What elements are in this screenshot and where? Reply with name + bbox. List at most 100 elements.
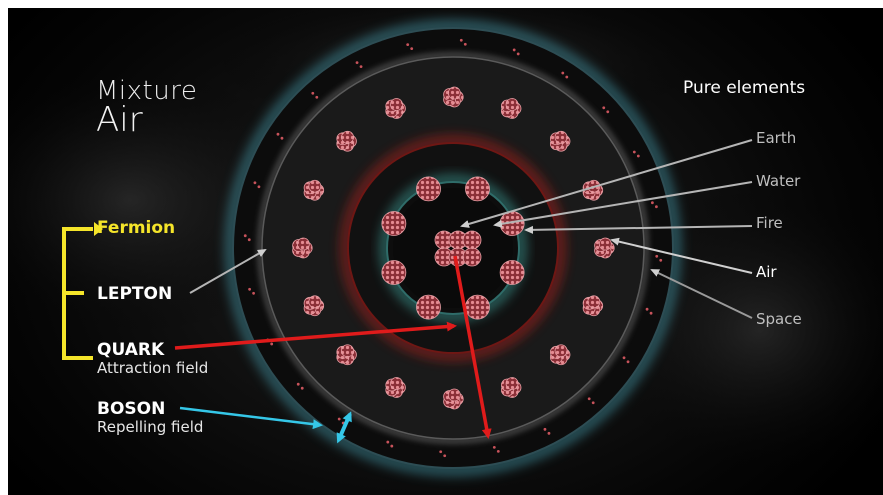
label-boson: BOSON <box>97 399 166 419</box>
atom-cluster <box>385 98 406 119</box>
title-air: Air <box>96 100 143 140</box>
space-particle <box>645 307 649 311</box>
space-particle <box>587 397 591 401</box>
space-particle <box>252 291 256 295</box>
atom-clusters <box>292 86 615 410</box>
frame-left-edge <box>0 0 8 495</box>
atom-cluster <box>292 237 313 259</box>
space-particle <box>459 38 463 42</box>
atom-cluster <box>443 86 464 108</box>
space-particle <box>311 91 315 95</box>
space-particle <box>632 150 636 154</box>
water-arrow <box>493 181 753 228</box>
space-particle <box>248 287 252 291</box>
fire-arrow <box>524 225 753 234</box>
space-particle <box>406 43 410 47</box>
frame-top-edge <box>0 0 883 8</box>
label-repelling-field: Repelling field <box>97 418 204 436</box>
space-particle <box>516 52 520 56</box>
space-particle <box>390 444 394 448</box>
atom-cluster <box>303 295 325 317</box>
space-particle <box>622 356 626 360</box>
space-particle <box>492 445 496 449</box>
space-particle <box>659 258 663 262</box>
atom-cluster <box>594 237 615 259</box>
atom-cluster <box>500 98 522 119</box>
space-particle <box>243 234 247 238</box>
space-ring-glow <box>226 21 680 475</box>
atom-cluster <box>549 344 571 366</box>
space-particle <box>439 450 443 454</box>
space-particle <box>359 65 363 69</box>
space-particle <box>257 185 261 189</box>
pure-elements-heading: Pure elements <box>683 78 806 98</box>
label-fermion: Fermion <box>97 218 176 238</box>
space-particle <box>355 61 359 65</box>
space-particle <box>496 449 500 453</box>
repelling-field-arrow <box>336 411 352 444</box>
atom-cluster <box>416 176 441 202</box>
space-particle <box>253 181 257 185</box>
fermion-bracket-arrowhead <box>94 222 103 236</box>
label-fire: Fire <box>756 214 783 232</box>
atom-cluster <box>381 211 407 236</box>
label-water: Water <box>756 172 801 190</box>
space-particle <box>337 417 341 421</box>
space-particle <box>606 110 610 114</box>
space-particle <box>276 132 280 136</box>
space-particle <box>547 431 551 435</box>
atom-cluster <box>416 294 441 320</box>
space-particle <box>443 454 447 458</box>
space-particles <box>243 38 663 458</box>
space-particle <box>654 205 658 209</box>
earth-arrow <box>460 139 753 228</box>
fermion-bracket <box>62 227 93 360</box>
space-particle <box>649 311 653 315</box>
label-attraction-field: Attraction field <box>97 359 209 377</box>
space-particle <box>650 201 654 205</box>
atom-cluster <box>336 130 357 152</box>
boson-arrow <box>179 406 323 430</box>
space-particle <box>315 95 319 99</box>
fire-ring-glow <box>341 136 565 360</box>
space-particle <box>512 48 516 52</box>
lepton-arrow <box>189 249 267 294</box>
label-earth: Earth <box>756 129 797 147</box>
atom-cluster <box>582 295 604 317</box>
quark-field-arrow <box>453 255 492 439</box>
space-particle <box>386 440 390 444</box>
title-mixture: Mixture <box>96 76 198 106</box>
space-particle <box>565 75 569 79</box>
atom-cluster <box>462 247 482 267</box>
space-particle <box>410 47 414 51</box>
label-lepton: LEPTON <box>97 284 173 304</box>
space-particle <box>602 106 606 110</box>
atom-cluster <box>443 388 464 410</box>
atom-cluster <box>462 230 482 250</box>
space-arrow <box>650 269 753 319</box>
atom-cluster <box>465 294 490 320</box>
space-particle <box>270 342 274 346</box>
atom-cluster <box>381 260 407 285</box>
atom-cluster <box>500 377 522 398</box>
label-quark: QUARK <box>97 340 165 360</box>
space-particle <box>591 401 595 405</box>
space-particle <box>561 71 565 75</box>
water-ring-glow <box>381 176 525 320</box>
atom-cluster <box>385 377 406 398</box>
label-air: Air <box>756 263 777 281</box>
space-particle <box>296 382 300 386</box>
atom-cluster <box>499 260 525 285</box>
atom-cluster <box>465 176 490 202</box>
space-particle <box>280 136 284 140</box>
label-space: Space <box>756 310 802 328</box>
air-arrow <box>610 237 753 274</box>
space-particle <box>636 154 640 158</box>
atom-cluster <box>336 344 357 366</box>
space-particle <box>463 42 467 46</box>
atom-cluster <box>303 179 325 201</box>
space-particle <box>543 427 547 431</box>
space-particle <box>300 386 304 390</box>
space-particle <box>655 254 659 258</box>
